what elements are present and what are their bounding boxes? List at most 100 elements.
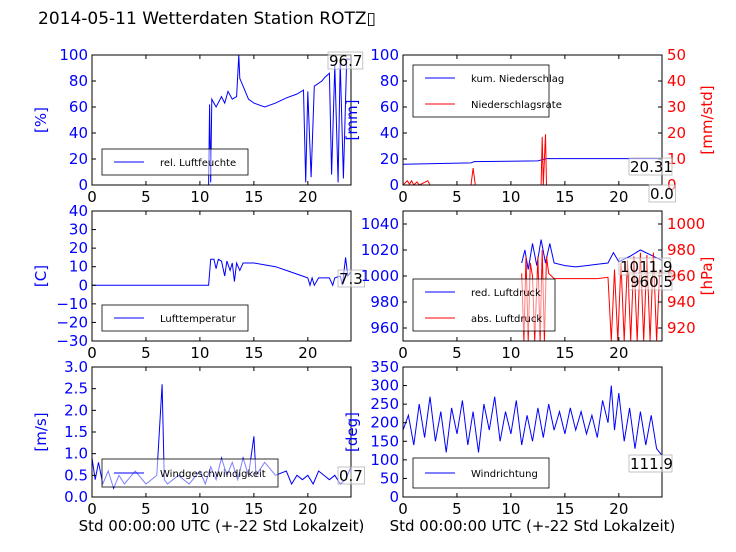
x-tick-label: 10: [501, 344, 520, 362]
y-tick-label: 0.5: [64, 466, 88, 484]
y-tick-label: 350: [370, 358, 399, 376]
legend: Windgeschwindigkeit: [101, 458, 279, 488]
annotation-box: [327, 51, 364, 70]
plot-frame: [402, 366, 663, 498]
x-tick-label: 0: [398, 500, 408, 518]
y-tick-label: 30: [69, 221, 88, 239]
y-tick-label: 1020: [361, 241, 399, 259]
series-line-primary: [403, 385, 662, 456]
legend-label: Niederschlagsrate: [471, 100, 562, 111]
annotation-label: 960.5: [630, 273, 673, 291]
y-tick-label: 1040: [361, 215, 399, 233]
y-tick-label-right: 960: [667, 267, 696, 285]
y-tick-label: 1.0: [64, 445, 88, 463]
plot-frame: [91, 54, 352, 186]
legend: rel. Luftfeuchte: [101, 148, 249, 176]
series-line-primary: [403, 158, 662, 165]
x-tick-label: 15: [555, 188, 574, 206]
y-axis-label: [C]: [32, 265, 50, 287]
annotation-box: [628, 454, 673, 473]
series-line-primary: [92, 257, 351, 288]
plot-frame: [402, 54, 663, 186]
y-tick-label-right: 30: [667, 98, 686, 116]
series-line-secondary: [403, 134, 662, 185]
y-tick-label-right: 980: [667, 241, 696, 259]
y-tick-label: 60: [69, 98, 88, 116]
x-tick-label: 5: [141, 500, 151, 518]
page-title: 2014-05-11 Wetterdaten Station ROTZ▯: [38, 9, 376, 29]
chart-precipitation: 0510152002040608010001020304050[mm][mm/s…: [343, 46, 716, 206]
annotation-box: [648, 184, 676, 203]
annotation-label: 0.0: [650, 185, 674, 203]
annotation-label: 111.9: [630, 455, 673, 473]
x-tick-label: 15: [555, 500, 574, 518]
y-tick-label: 80: [380, 72, 399, 90]
y-tick-label: 3.0: [64, 358, 88, 376]
x-tick-label: 10: [501, 500, 520, 518]
y-tick-label: 0: [389, 488, 399, 506]
y-axis-label: [deg]: [343, 412, 361, 452]
chart-humidity: 0 5 10 15 20 0 20 40 60 80 100 [%] rel. Luftfeuchte 9…: [32, 46, 364, 206]
x-tick-label: 15: [244, 344, 263, 362]
y-tick-label: 1000: [361, 267, 399, 285]
legend: Lufttemperatur: [101, 304, 249, 332]
y-tick-label-right: 940: [667, 293, 696, 311]
x-axis-label: Std 00:00:00 UTC (+-22 Std Lokalzeit): [390, 517, 676, 535]
annotation-box: [628, 157, 673, 176]
legend-box: [412, 278, 556, 332]
y-tick-label-right: 40: [667, 72, 686, 90]
legend-label: Windgeschwindigkeit: [160, 469, 266, 480]
y-tick-label: 40: [69, 202, 88, 220]
y-tick-label: 200: [370, 414, 399, 432]
y-tick-label: 250: [370, 395, 399, 413]
series-line-primary: [92, 55, 350, 185]
annotation-label: 20.31: [630, 158, 673, 176]
x-tick-label: 0: [398, 344, 408, 362]
y-tick-label: 0.0: [64, 488, 88, 506]
y-tick-label-right: 50: [667, 46, 686, 64]
x-tick-label: 10: [190, 344, 209, 362]
y-tick-label: 0: [78, 176, 88, 194]
x-tick-label: 20: [609, 188, 628, 206]
y-tick-label-right: 920: [667, 319, 696, 337]
annotation-label: 7.3: [339, 270, 363, 288]
annotation-box: [628, 272, 673, 291]
y-tick-label: 100: [370, 46, 399, 64]
x-tick-label: 20: [298, 188, 317, 206]
x-tick-label: 15: [244, 188, 263, 206]
legend-label: abs. Luftdruck: [471, 314, 542, 325]
y-axis-label-right: [hPa]: [698, 257, 716, 296]
legend-label: kum. Niederschlag: [471, 74, 564, 85]
x-tick-label: 5: [452, 188, 462, 206]
y-tick-label: 10: [69, 258, 88, 276]
x-tick-label: 0: [87, 188, 97, 206]
annotation-box: [337, 269, 365, 288]
x-tick-label: 20: [298, 500, 317, 518]
y-axis-label-right: [mm/std]: [698, 85, 716, 154]
y-tick-label: 50: [380, 469, 399, 487]
y-tick-label: 2.0: [64, 401, 88, 419]
y-tick-label: 300: [370, 377, 399, 395]
legend-box: [412, 64, 550, 118]
y-tick-label: 100: [59, 46, 88, 64]
y-tick-label: 960: [370, 319, 399, 337]
x-tick-label: 5: [141, 344, 151, 362]
y-tick-label: −30: [56, 332, 88, 350]
y-tick-label: −20: [56, 313, 88, 331]
legend: Windrichtung: [412, 457, 550, 489]
y-tick-label: 2.5: [64, 380, 88, 398]
y-tick-label: −10: [56, 295, 88, 313]
y-tick-label: 0: [389, 176, 399, 194]
y-tick-label: 150: [370, 432, 399, 450]
legend: red. Luftdruck abs. Luftdruck: [412, 278, 556, 332]
chart-temperature: 0 5 10 15 20−30−20−10010203040[C]Lufttempera…: [32, 202, 365, 362]
y-tick-label: 0: [78, 276, 88, 294]
y-tick-label: 40: [380, 124, 399, 142]
annotation-label: 96.7: [329, 52, 362, 70]
legend-label: Lufttemperatur: [160, 314, 237, 325]
y-axis-label: [m/s]: [32, 412, 50, 451]
y-tick-label: 60: [380, 98, 399, 116]
x-tick-label: 20: [609, 344, 628, 362]
y-axis-label: [%]: [32, 107, 50, 133]
